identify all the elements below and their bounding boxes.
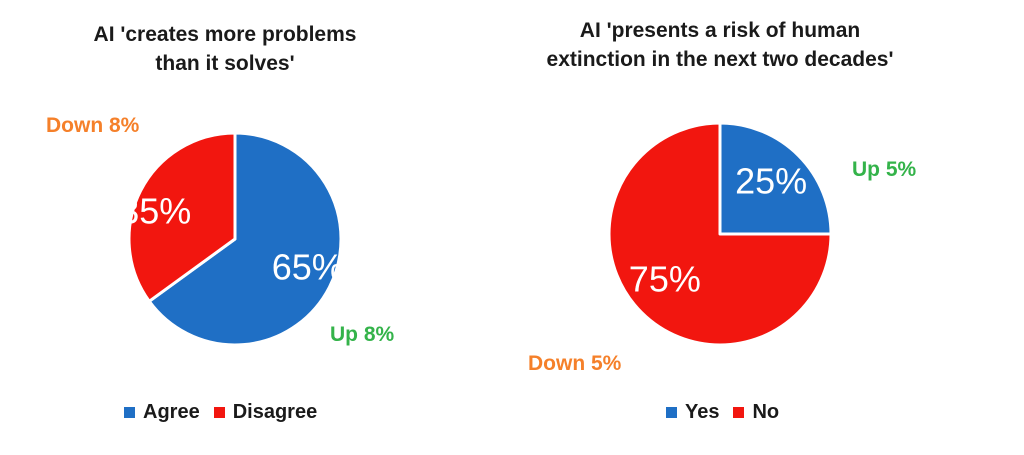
change-annotation-yes: Up 5% bbox=[852, 158, 917, 181]
pie-slice-yes bbox=[718, 121, 833, 236]
chart-title-line: than it solves' bbox=[155, 52, 295, 75]
legend-label-disagree: Disagree bbox=[232, 401, 318, 423]
legend-item-yes: Yes bbox=[666, 401, 719, 424]
change-annotation-agree: Up 8% bbox=[330, 323, 395, 346]
chart-legend: Yes No bbox=[666, 401, 779, 424]
pie-slice-label-yes: 25% bbox=[735, 160, 807, 201]
chart-title-line: extinction in the next two decades' bbox=[546, 48, 894, 71]
pie-slice-label-agree: 65% bbox=[272, 246, 344, 287]
legend-label-no: No bbox=[752, 401, 780, 423]
legend-swatch-yes bbox=[666, 407, 677, 418]
pie-slice-label-disagree: 35% bbox=[119, 191, 191, 232]
pie-slice-disagree bbox=[127, 131, 237, 303]
chart-title: AI 'creates more problems than it solves… bbox=[60, 20, 390, 78]
change-annotation-disagree: Down 8% bbox=[46, 114, 140, 137]
chart-title-line: AI 'creates more problems bbox=[93, 23, 357, 46]
change-annotation-no: Down 5% bbox=[528, 352, 622, 375]
chart-panel-problems: AI 'creates more problems than it solves… bbox=[0, 0, 470, 455]
pie-slice-no bbox=[607, 121, 833, 347]
legend-item-no: No bbox=[733, 401, 779, 424]
chart-legend: Agree Disagree bbox=[124, 401, 317, 424]
legend-swatch-disagree bbox=[213, 407, 225, 418]
chart-title: AI 'presents a risk of human extinction … bbox=[510, 16, 930, 74]
legend-label-agree: Agree bbox=[143, 401, 200, 423]
legend-item-agree: Agree bbox=[124, 401, 200, 424]
pie-slice-agree bbox=[147, 131, 343, 347]
pie-slice-label-no: 75% bbox=[629, 259, 701, 300]
legend-item-disagree: Disagree bbox=[213, 401, 318, 424]
chart-title-line: AI 'presents a risk of human bbox=[579, 19, 861, 42]
pie-chart-extinction: 25% 75% bbox=[607, 121, 833, 347]
legend-swatch-no bbox=[733, 407, 745, 418]
chart-panel-extinction: AI 'presents a risk of human extinction … bbox=[470, 0, 1024, 455]
legend-swatch-agree bbox=[124, 407, 135, 418]
legend-label-yes: Yes bbox=[685, 401, 720, 423]
pie-chart-problems: 65% 35% bbox=[119, 131, 344, 347]
